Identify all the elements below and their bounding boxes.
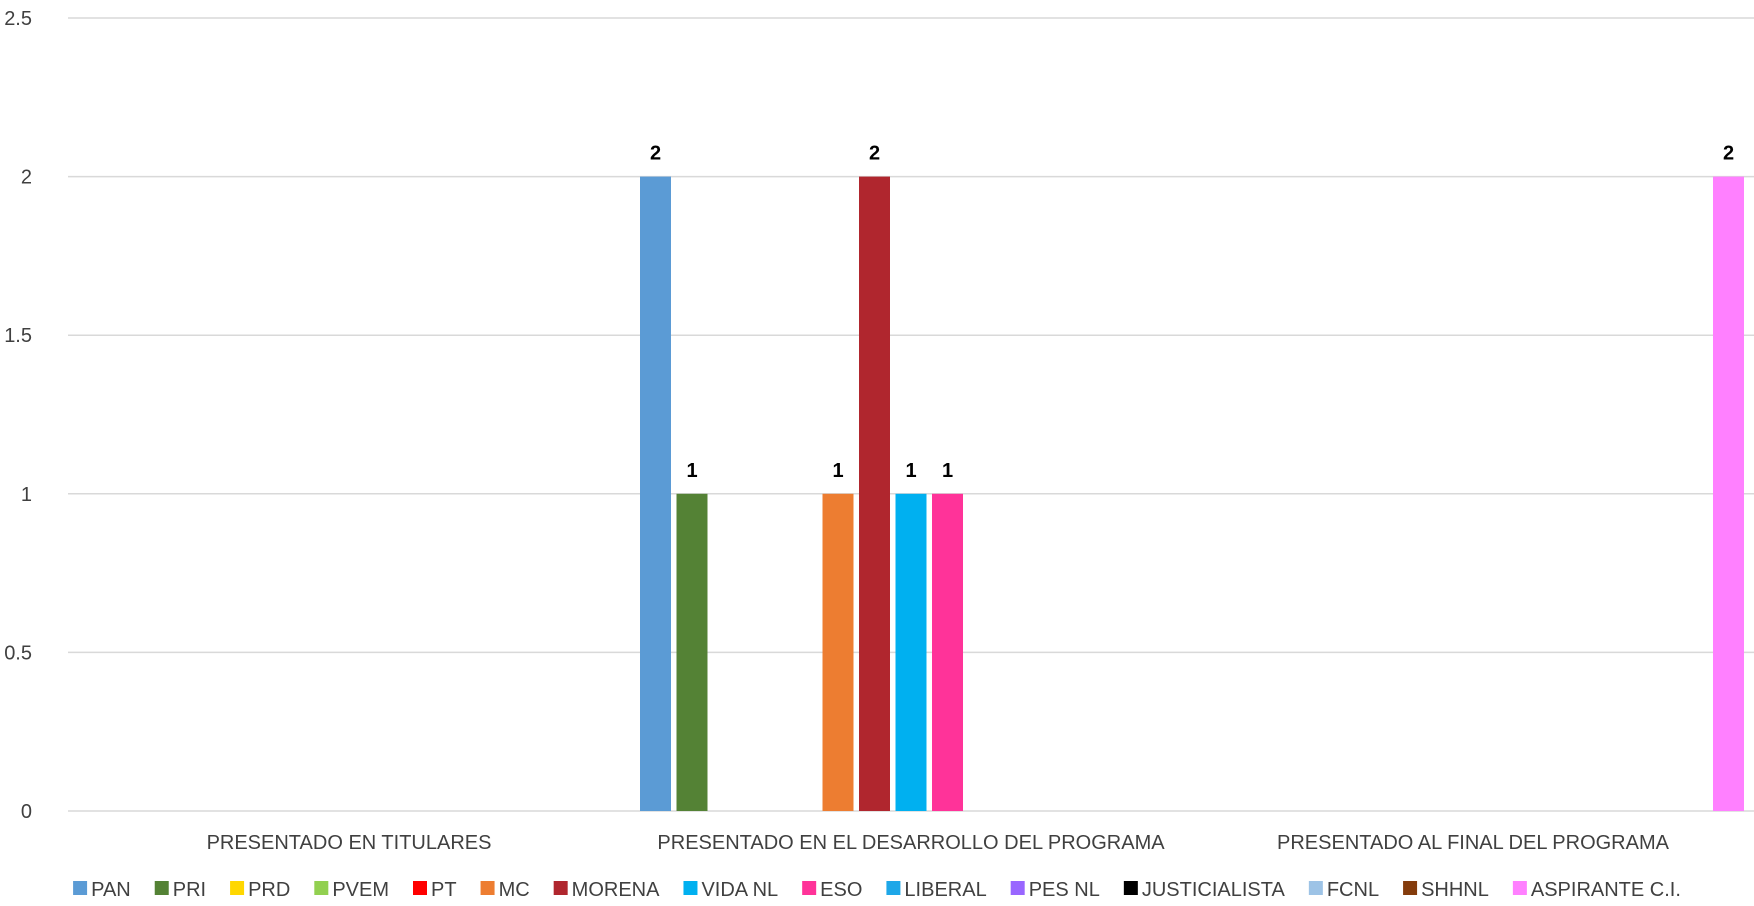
legend-label: JUSTICIALISTA (1142, 879, 1286, 901)
y-axis-tick-labels: 0 0.5 1 1.5 2 2.5 (4, 8, 32, 823)
data-label: 1 (686, 460, 697, 482)
y-tick-label: 1.5 (4, 325, 32, 347)
legend-item: JUSTICIALISTA (1123, 879, 1286, 901)
legend-swatch (1010, 881, 1025, 895)
y-tick-label: 0.5 (4, 642, 32, 664)
legend-swatch (1403, 881, 1418, 895)
legend-swatch (802, 881, 817, 895)
legend-swatch (413, 881, 427, 895)
legend-label: PRD (248, 879, 290, 901)
legend-item: VIDA NL (683, 879, 778, 901)
legend-label: SHHNL (1421, 879, 1489, 901)
legend-label: FCNL (1327, 879, 1379, 901)
bars (640, 176, 1744, 812)
bar-eso (932, 493, 963, 811)
legend-item: LIBERAL (886, 879, 987, 901)
data-labels: 2 1 1 2 1 1 2 (650, 143, 1734, 482)
data-label: 2 (869, 143, 880, 165)
bar-vida-nl (895, 493, 927, 811)
data-label: 1 (942, 460, 953, 482)
bar-pan (640, 176, 671, 812)
legend-label: PES NL (1029, 879, 1100, 901)
x-category-label: PRESENTADO EN EL DESARROLLO DEL PROGRAMA (657, 832, 1165, 854)
bar-morena (859, 176, 890, 812)
legend-swatch (1123, 881, 1138, 895)
x-axis-category-labels: PRESENTADO EN TITULARES PRESENTADO EN EL … (207, 832, 1670, 854)
legend-item: ESO (802, 879, 862, 901)
legend-label: ESO (820, 879, 862, 901)
legend-item: PVEM (314, 879, 389, 901)
legend-item: MC (480, 879, 530, 901)
legend-swatch (1308, 881, 1323, 895)
y-tick-label: 2.5 (4, 8, 32, 30)
legend-swatch (553, 881, 568, 895)
data-label: 1 (905, 460, 916, 482)
legend-item: PT (413, 879, 457, 901)
data-label: 2 (650, 143, 661, 165)
legend-label: LIBERAL (904, 879, 986, 901)
legend-swatch (480, 881, 495, 895)
legend-item: MORENA (553, 879, 660, 901)
legend-swatch (154, 881, 169, 895)
bar-pri (676, 493, 708, 811)
x-category-label: PRESENTADO AL FINAL DEL PROGRAMA (1277, 832, 1670, 854)
legend-swatch (73, 881, 88, 895)
legend-label: PAN (91, 879, 131, 901)
legend-label: MC (499, 879, 530, 901)
data-label: 2 (1723, 143, 1734, 165)
y-tick-label: 1 (21, 484, 32, 506)
legend-label: PT (431, 879, 457, 901)
y-tick-label: 0 (21, 801, 32, 823)
legend-label: PRI (173, 879, 206, 901)
legend-label: PVEM (332, 879, 389, 901)
data-label: 1 (832, 460, 843, 482)
legend-item: PRD (230, 879, 290, 901)
bar-aspirante-c-i- (1713, 176, 1744, 812)
legend-swatch (1512, 881, 1527, 895)
legend-swatch (230, 881, 245, 895)
legend-item: PES NL (1010, 879, 1100, 901)
y-tick-label: 2 (21, 167, 32, 189)
legend-label: MORENA (572, 879, 660, 901)
legend-swatch (683, 881, 698, 895)
x-category-label: PRESENTADO EN TITULARES (207, 832, 492, 854)
legend-label: ASPIRANTE C.I. (1531, 879, 1681, 901)
bar-mc (822, 493, 854, 811)
legend-swatch (314, 881, 329, 895)
legend-label: VIDA NL (701, 879, 778, 901)
legend-swatch (886, 881, 901, 895)
legend-item: SHHNL (1403, 879, 1489, 901)
legend-item: PRI (154, 879, 206, 901)
legend-item: FCNL (1308, 879, 1379, 901)
legend-item: PAN (73, 879, 131, 901)
legend-item: ASPIRANTE C.I. (1512, 879, 1681, 901)
legend: PAN PRI PRD PVEM PT MC MORENA VIDA NL ESO LIBERAL… (73, 879, 1681, 901)
